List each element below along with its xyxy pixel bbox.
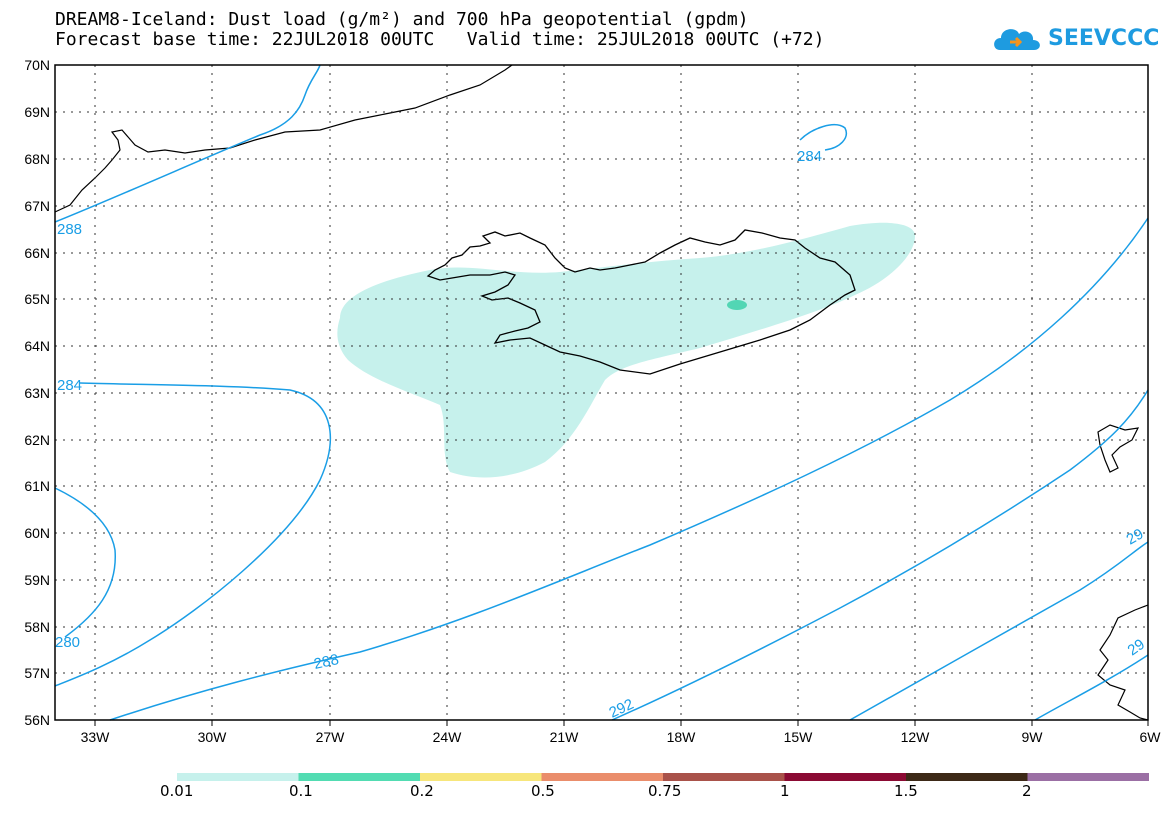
dust-plume-area: [337, 222, 915, 478]
dust-core-area: [727, 300, 747, 310]
colorbar-label: 1: [780, 782, 790, 800]
colorbar-segment: [420, 773, 542, 781]
cloud-icon: [994, 29, 1040, 50]
lat-label: 69N: [24, 104, 50, 120]
contour-label: 284: [57, 377, 82, 394]
lat-label: 64N: [24, 338, 50, 354]
colorbar-label: 0.75: [648, 782, 682, 800]
colorbar-label: 1.5: [894, 782, 918, 800]
colorbar-segment: [906, 773, 1028, 781]
chart-title-line2: Forecast base time: 22JUL2018 00UTC Vali…: [55, 29, 825, 50]
lat-label: 60N: [24, 525, 50, 541]
lon-label: 12W: [901, 729, 931, 745]
colorbar-label: 0.5: [531, 782, 555, 800]
colorbar-segment: [784, 773, 906, 781]
colorbar-label: 2: [1022, 782, 1032, 800]
colorbar-segment: [298, 773, 420, 781]
colorbar-segment: [541, 773, 663, 781]
logo-text: SEEVCCC: [1048, 26, 1160, 51]
colorbar-label: 0.2: [410, 782, 434, 800]
lat-label: 65N: [24, 291, 50, 307]
lat-label: 59N: [24, 572, 50, 588]
lat-label: 62N: [24, 432, 50, 448]
lat-label: 56N: [24, 712, 50, 728]
colorbar-segment: [1027, 773, 1149, 781]
contour-line-296: [849, 541, 1149, 721]
lat-label: 67N: [24, 198, 50, 214]
chart-title-line1: DREAM8-Iceland: Dust load (g/m²) and 700…: [55, 9, 749, 30]
contour-label: 280: [55, 634, 80, 651]
contour-line-284-north: [799, 124, 847, 151]
contour-line-280-west: [54, 487, 116, 638]
colorbar-segment: [663, 773, 785, 781]
lat-label: 61N: [24, 478, 50, 494]
contour-label: 29: [1125, 636, 1148, 659]
lon-label: 21W: [550, 729, 580, 745]
lon-label: 18W: [667, 729, 697, 745]
lat-label: 68N: [24, 151, 50, 167]
plot-border: [54, 64, 1149, 721]
lat-label: 57N: [24, 665, 50, 681]
lon-label: 15W: [784, 729, 814, 745]
contour-label: 29: [1124, 525, 1147, 548]
colorbar-label: 0.1: [289, 782, 313, 800]
contour-label: 284: [797, 148, 822, 165]
contour-line-284-west: [54, 382, 331, 687]
colorbar-segment: [177, 773, 299, 781]
colorbar: [177, 773, 1149, 781]
contour-label: 288: [312, 651, 340, 673]
contour-line-288-north: [54, 64, 321, 223]
lon-label: 24W: [433, 729, 463, 745]
lon-label: 30W: [198, 729, 228, 745]
scotland-coastline: [1097, 604, 1149, 721]
faroe-coastline: [1097, 424, 1140, 473]
lon-label: 6W: [1140, 729, 1162, 745]
lon-label: 9W: [1022, 729, 1044, 745]
plot-area: [55, 65, 1148, 720]
contour-line-292: [611, 389, 1149, 721]
lat-label: 70N: [24, 57, 50, 73]
lat-label: 58N: [24, 619, 50, 635]
contour-line-296-east: [1034, 654, 1149, 721]
contour-label: 288: [57, 221, 82, 238]
tick-marks: [94, 720, 1149, 726]
iceland-coastline: [426, 229, 856, 375]
lon-label: 33W: [81, 729, 111, 745]
lat-label: 66N: [24, 245, 50, 261]
seevccc-logo: SEEVCCC: [990, 20, 1159, 56]
lat-label: 63N: [24, 385, 50, 401]
greenland-coastline: [54, 64, 513, 213]
lon-label: 27W: [316, 729, 346, 745]
colorbar-label: 0.01: [160, 782, 194, 800]
contour-line-288-middle: [109, 217, 1149, 721]
